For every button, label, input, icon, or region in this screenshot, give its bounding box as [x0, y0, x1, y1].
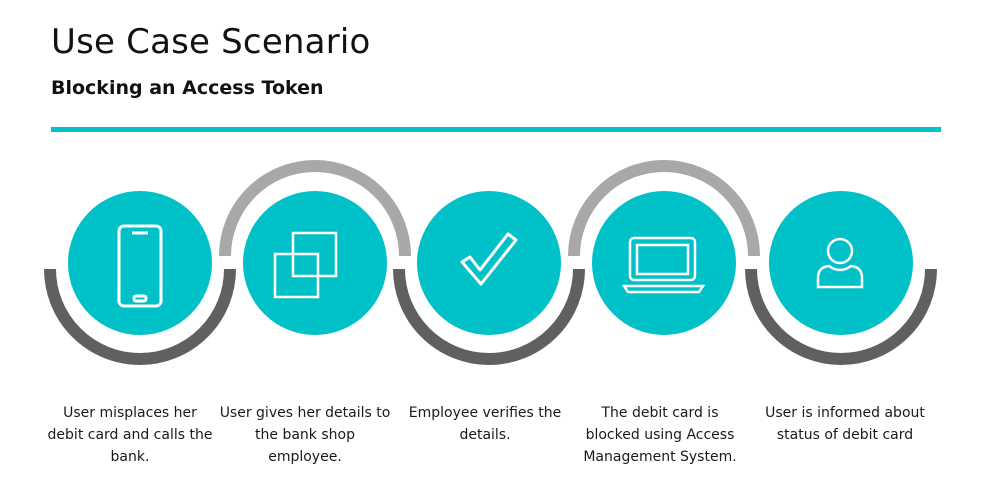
ring-arc-step-3: [393, 268, 585, 365]
user-icon: [816, 237, 864, 289]
overlapping-squares-icon: [273, 231, 338, 299]
ring-arc-step-4: [568, 160, 760, 257]
step-caption-4: The debit card is blocked using Access M…: [583, 405, 737, 465]
laptop-icon: [621, 236, 706, 294]
step-circle-4: [592, 191, 736, 335]
step-caption-3: Employee verifies the details.: [408, 405, 562, 443]
process-flow: [44, 160, 937, 365]
ring-arc-step-5: [745, 268, 937, 365]
smartphone-icon: [117, 224, 163, 308]
step-caption-1: User misplaces her debit card and calls …: [47, 405, 213, 465]
step-caption-2: User gives her details to the bank shop …: [219, 405, 391, 465]
step-circle-3: [417, 191, 561, 335]
page-title: Use Case Scenario: [51, 22, 371, 62]
step-circle-2: [243, 191, 387, 335]
page-subtitle: Blocking an Access Token: [51, 77, 324, 99]
checkmark-icon: [460, 232, 518, 286]
title-divider: [51, 127, 941, 132]
ring-arc-step-1: [44, 268, 236, 365]
ring-arc-step-2: [219, 160, 411, 257]
step-caption-5: User is informed about status of debit c…: [765, 405, 925, 443]
